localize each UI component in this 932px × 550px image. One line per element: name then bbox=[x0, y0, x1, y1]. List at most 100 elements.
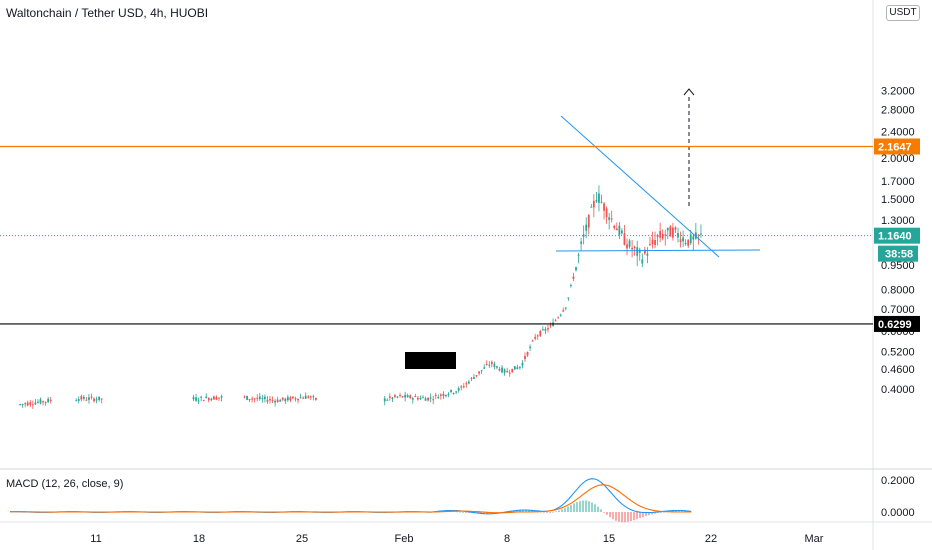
candle-body bbox=[274, 400, 276, 403]
macd-histogram-bar bbox=[675, 510, 677, 512]
macd-histogram-bar bbox=[462, 511, 464, 513]
macd-histogram-bar bbox=[561, 509, 563, 512]
level-label-box bbox=[874, 227, 920, 244]
candle-body bbox=[383, 398, 386, 402]
candle-body bbox=[460, 386, 463, 388]
candle-body bbox=[501, 367, 503, 373]
candle-body bbox=[608, 217, 611, 220]
candle-body bbox=[417, 397, 419, 400]
price-tick-label: 2.4000 bbox=[881, 127, 915, 139]
candle-body bbox=[302, 397, 305, 399]
candle-body bbox=[246, 395, 248, 400]
candle-body bbox=[386, 399, 389, 401]
countdown-label: 38:58 bbox=[885, 249, 913, 261]
candle-body bbox=[299, 397, 302, 399]
macd-histogram-bar bbox=[543, 511, 545, 513]
signal-line bbox=[10, 484, 691, 514]
macd-histogram-bar bbox=[546, 512, 548, 513]
candle-body bbox=[315, 397, 317, 400]
chart-title: Waltonchain / Tether USD, 4h, HUOBI bbox=[6, 6, 209, 20]
candle-body bbox=[220, 396, 223, 398]
candle-body bbox=[455, 391, 458, 393]
candle-body bbox=[450, 389, 452, 392]
macd-histogram-bar bbox=[630, 512, 632, 522]
candle-body bbox=[526, 352, 529, 356]
candle-body bbox=[34, 402, 37, 405]
macd-histogram-bar bbox=[648, 512, 650, 516]
macd-histogram-bar bbox=[588, 501, 590, 512]
level-label: 2.1647 bbox=[878, 141, 912, 153]
candle-body bbox=[75, 400, 78, 402]
candle-body bbox=[286, 397, 289, 401]
candle-body bbox=[197, 400, 200, 402]
macd-histogram-bar bbox=[456, 511, 458, 513]
candle-body bbox=[595, 200, 598, 202]
time-axis-label: 25 bbox=[296, 533, 308, 545]
candle-body bbox=[536, 335, 539, 337]
time-axis-label: 11 bbox=[90, 533, 101, 545]
candle-body bbox=[633, 246, 636, 248]
candle-body bbox=[409, 395, 412, 399]
candle-body bbox=[506, 371, 509, 373]
candle-body bbox=[557, 317, 560, 319]
price-tick-label: 0.4600 bbox=[881, 364, 915, 376]
macd-histogram-bar bbox=[660, 512, 662, 513]
macd-histogram-bar bbox=[573, 503, 575, 512]
candle-body bbox=[539, 330, 542, 336]
candle-body bbox=[485, 363, 488, 365]
candle-body bbox=[692, 236, 695, 240]
macd-histogram-bar bbox=[684, 510, 686, 512]
candle-body bbox=[292, 396, 294, 399]
candle-body bbox=[210, 398, 213, 401]
price-tick-label: 1.3000 bbox=[881, 215, 915, 227]
time-axis: 11 18 25 Feb 8 15 22 Mar bbox=[90, 533, 824, 545]
level-lines: 2.1647 1.1640 38:58 0.6299 bbox=[0, 138, 920, 332]
macd-histogram-bar bbox=[636, 512, 638, 520]
macd-histogram-bar bbox=[525, 510, 527, 512]
candle-body bbox=[618, 225, 621, 235]
candle-body bbox=[641, 259, 644, 264]
candle-body bbox=[307, 396, 310, 398]
candle-body bbox=[631, 248, 633, 250]
candle-body bbox=[603, 203, 605, 211]
drawings bbox=[555, 88, 761, 258]
candle-body bbox=[205, 396, 208, 399]
candle-body bbox=[689, 234, 692, 244]
candle-body bbox=[672, 227, 674, 238]
macd-histogram-bar bbox=[459, 511, 461, 513]
target-arrow-icon bbox=[683, 88, 695, 96]
candle-body bbox=[253, 398, 256, 400]
candle-body bbox=[534, 336, 537, 339]
candle-body bbox=[297, 398, 299, 401]
time-axis-label: 18 bbox=[193, 533, 205, 545]
macd-histogram-bar bbox=[600, 509, 602, 512]
candle-body bbox=[694, 232, 697, 239]
macd-histogram-bar bbox=[612, 512, 614, 520]
macd-histogram-bar bbox=[516, 510, 518, 512]
candle-body bbox=[388, 396, 391, 398]
macd-histogram-bar bbox=[591, 502, 593, 512]
candle-body bbox=[700, 233, 702, 235]
macd-histogram-bar bbox=[531, 510, 533, 512]
candle-body bbox=[271, 399, 274, 401]
candle-body bbox=[394, 395, 396, 397]
level-label: 0.6299 bbox=[878, 319, 912, 331]
currency-badge[interactable]: USDT bbox=[886, 5, 920, 21]
candle-body bbox=[391, 397, 394, 400]
candle-body bbox=[549, 325, 552, 327]
macd-histogram-bar bbox=[552, 511, 554, 513]
candle-body bbox=[279, 400, 282, 402]
candle-body bbox=[567, 297, 570, 299]
candle-body bbox=[294, 398, 297, 400]
macd-histogram-bar bbox=[663, 511, 665, 513]
candle-body bbox=[243, 396, 246, 398]
candle-body bbox=[26, 402, 29, 406]
candle-body bbox=[659, 231, 662, 238]
candle-body bbox=[541, 329, 544, 331]
candle-body bbox=[628, 240, 631, 247]
candle-body bbox=[575, 267, 577, 271]
macd-histogram-bar bbox=[642, 512, 644, 518]
macd-histogram-bar bbox=[651, 512, 653, 515]
candle-body bbox=[289, 397, 292, 401]
